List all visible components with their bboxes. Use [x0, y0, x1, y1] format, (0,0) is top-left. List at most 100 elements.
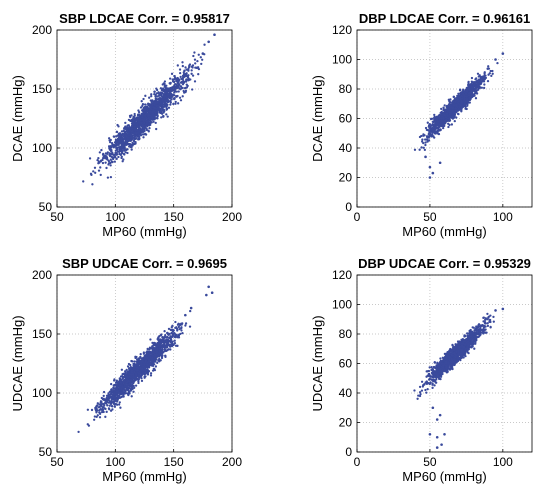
scatter-point [171, 94, 174, 97]
scatter-point [110, 382, 113, 386]
scatter-point [146, 369, 150, 372]
scatter-point [150, 116, 154, 119]
scatter-point [87, 424, 91, 427]
scatter-point [174, 100, 177, 103]
scatter-points [77, 285, 214, 434]
scatter-point [178, 323, 181, 326]
scatter-point [459, 359, 462, 362]
scatter-point [132, 134, 135, 137]
scatter-point [144, 375, 147, 378]
scatter-point [110, 405, 113, 408]
scatter-point [150, 121, 153, 124]
scatter-point [480, 76, 483, 79]
scatter-point [151, 357, 154, 360]
scatter-point [122, 147, 125, 151]
scatter-point [165, 349, 168, 352]
scatter-point [176, 84, 179, 87]
scatter-point [131, 130, 134, 133]
scatter-point [169, 99, 172, 103]
scatter-point [164, 336, 168, 339]
scatter-point [150, 95, 153, 98]
scatter-point [128, 125, 131, 128]
scatter-point [116, 137, 120, 141]
scatter-point [126, 136, 130, 139]
scatter-point [77, 430, 80, 434]
scatter-point [467, 81, 470, 84]
scatter-point [126, 148, 129, 151]
scatter-point [112, 146, 115, 149]
scatter-point [181, 64, 184, 68]
scatter-point [145, 351, 148, 354]
scatter-point [158, 355, 161, 358]
scatter-point [123, 131, 127, 134]
scatter-point [490, 74, 493, 78]
scatter-point [124, 151, 127, 154]
scatter-point [155, 99, 158, 102]
scatter-point [173, 335, 176, 339]
scatter-point [466, 101, 469, 104]
scatter-point [444, 121, 447, 125]
scatter-points [413, 307, 505, 449]
scatter-point [124, 127, 128, 131]
scatter-point [144, 111, 147, 114]
scatter-point [96, 402, 99, 405]
scatter-point [139, 106, 143, 109]
scatter-point [173, 78, 176, 81]
scatter-point [185, 83, 188, 86]
scatter-point [149, 374, 153, 377]
scatter-point [172, 80, 176, 84]
scatter-point [155, 111, 158, 114]
scatter-point [483, 83, 486, 86]
scatter-point [143, 363, 146, 366]
scatter-point [141, 133, 145, 136]
scatter-point [164, 86, 168, 89]
scatter-point [159, 110, 163, 113]
scatter-point [140, 367, 144, 371]
scatter-point [188, 64, 191, 67]
scatter-point [426, 140, 429, 143]
scatter-point [471, 93, 474, 96]
scatter-point [167, 327, 171, 331]
scatter-point [184, 80, 188, 83]
scatter-point [116, 393, 119, 396]
scatter-point [112, 396, 115, 399]
scatter-point [109, 409, 113, 412]
scatter-point [169, 94, 172, 97]
scatter-point [193, 51, 196, 54]
scatter-point [460, 94, 463, 98]
scatter-point [483, 71, 486, 74]
scatter-point [482, 77, 485, 80]
scatter-point [146, 356, 149, 359]
scatter-point [123, 389, 126, 392]
scatter-point [120, 156, 123, 160]
scatter-point [448, 123, 451, 127]
scatter-point [152, 367, 155, 371]
scatter-point [106, 176, 110, 179]
y-axis-label: UDCAE (mmHg) [10, 315, 25, 411]
scatter-point [112, 156, 116, 159]
scatter-point [436, 120, 439, 123]
scatter-point [129, 139, 132, 142]
scatter-point [484, 74, 487, 77]
scatter-point [173, 97, 176, 101]
scatter-point [162, 94, 165, 98]
scatter-point [115, 130, 118, 133]
scatter-point [491, 69, 494, 73]
scatter-point [97, 157, 100, 160]
scatter-point [143, 117, 146, 121]
scatter-point [104, 415, 107, 418]
scatter-point [109, 176, 113, 179]
scatter-point [454, 109, 458, 112]
scatter-point [130, 359, 133, 363]
scatter-point [120, 387, 123, 391]
scatter-point [102, 403, 105, 406]
scatter-point [141, 109, 144, 112]
scatter-point [201, 58, 204, 61]
scatter-point [176, 76, 179, 80]
scatter-point [156, 101, 159, 104]
scatter-point [190, 69, 193, 72]
scatter-point [423, 148, 427, 152]
scatter-point [452, 104, 455, 107]
scatter-point [166, 115, 169, 118]
